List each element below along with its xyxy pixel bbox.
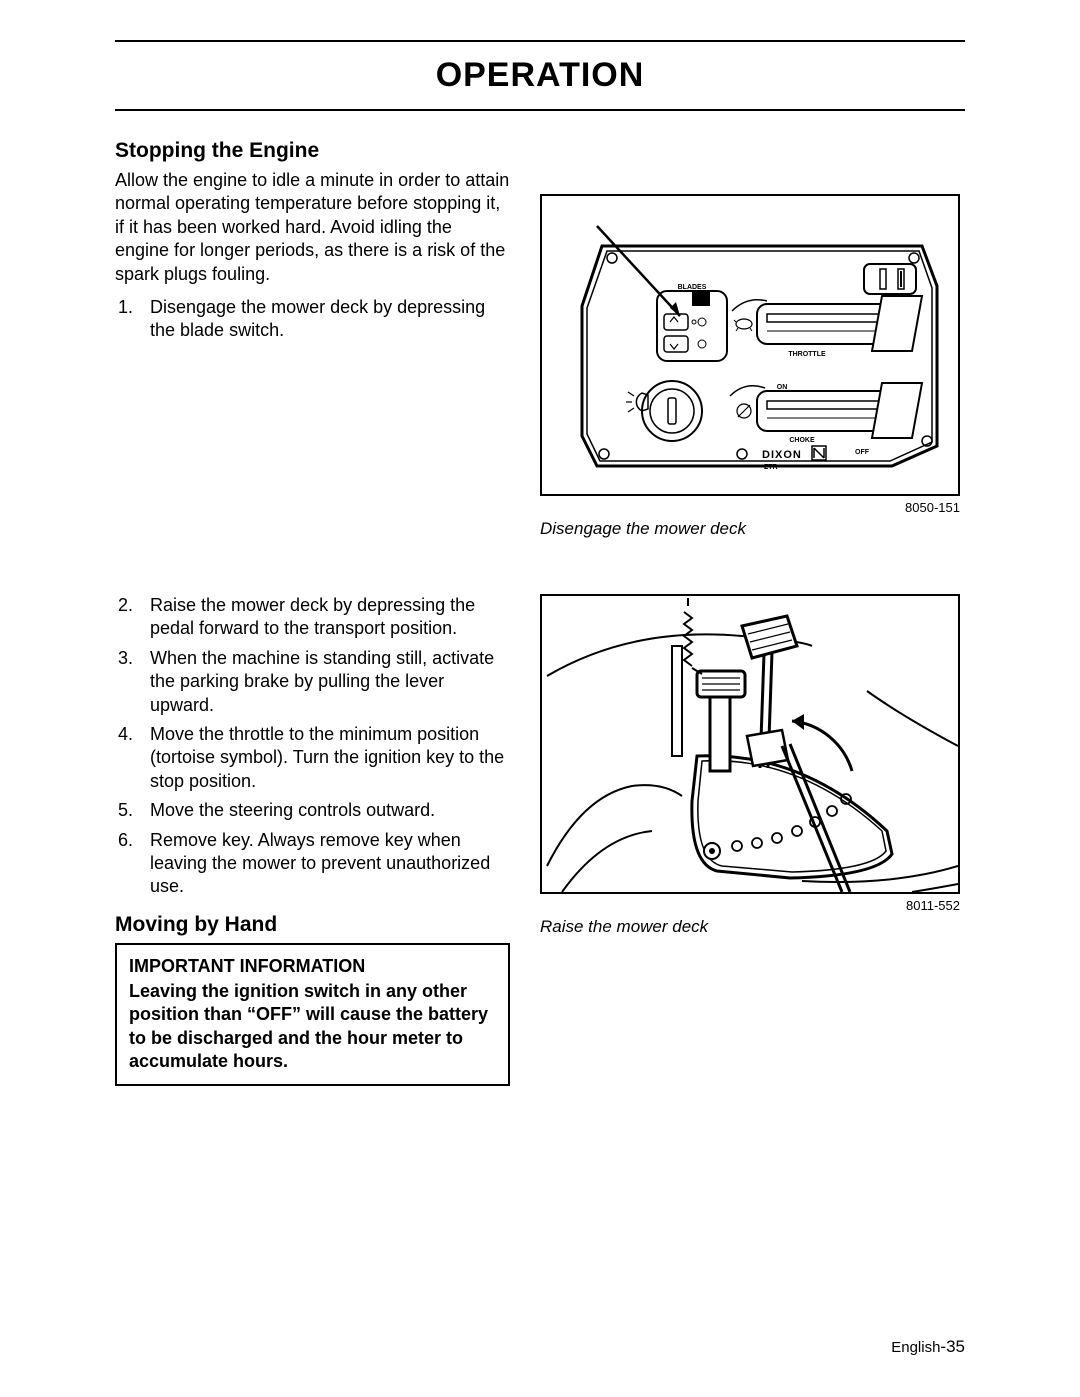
figure-2-number: 8011-552	[540, 898, 960, 913]
footer-page: -35	[940, 1337, 965, 1356]
figure-2-caption: Raise the mower deck	[540, 917, 965, 937]
label-off: OFF	[855, 449, 870, 456]
step-4: 4.Move the throttle to the minimum posit…	[150, 723, 510, 793]
step-2-text: Raise the mower deck by depressing the p…	[150, 595, 475, 638]
intro-paragraph: Allow the engine to idle a minute in ord…	[115, 169, 510, 286]
label-brand: DIXON	[762, 449, 802, 461]
rule-top	[115, 40, 965, 42]
rule-bottom	[115, 109, 965, 111]
step-5: 5.Move the steering controls outward.	[150, 799, 510, 822]
page-title: OPERATION	[115, 48, 965, 103]
page-footer: English-35	[891, 1337, 965, 1357]
figure-2-box	[540, 594, 960, 894]
step-6: 6.Remove key. Always remove key when lea…	[150, 829, 510, 899]
important-info-box: IMPORTANT INFORMATION Leaving the igniti…	[115, 943, 510, 1086]
deck-pedal-diagram	[542, 596, 958, 892]
heading-stopping-engine: Stopping the Engine	[115, 139, 510, 163]
footer-lang: English	[891, 1339, 940, 1356]
step-5-text: Move the steering controls outward.	[150, 800, 435, 820]
figure-1-box: BLADES	[540, 194, 960, 496]
label-on: ON	[777, 384, 788, 391]
important-info-body: Leaving the ignition switch in any other…	[129, 980, 496, 1074]
important-info-title: IMPORTANT INFORMATION	[129, 955, 496, 978]
figure-1-number: 8050-151	[540, 500, 960, 515]
step-1-text: Disengage the mower deck by depressing t…	[150, 297, 485, 340]
step-3-text: When the machine is standing still, acti…	[150, 648, 494, 715]
control-panel-diagram: BLADES	[542, 196, 958, 494]
label-model: ZTR	[764, 464, 778, 471]
step-2: 2.Raise the mower deck by depressing the…	[150, 594, 510, 641]
step-3: 3.When the machine is standing still, ac…	[150, 647, 510, 717]
label-choke: CHOKE	[789, 437, 815, 444]
label-blades: BLADES	[678, 284, 707, 291]
label-throttle: THROTTLE	[788, 351, 826, 358]
figure-1-caption: Disengage the mower deck	[540, 519, 965, 539]
step-1: 1.Disengage the mower deck by depressing…	[150, 296, 510, 343]
step-4-text: Move the throttle to the minimum positio…	[150, 724, 504, 791]
step-6-text: Remove key. Always remove key when leavi…	[150, 830, 490, 897]
heading-moving-by-hand: Moving by Hand	[115, 913, 510, 937]
